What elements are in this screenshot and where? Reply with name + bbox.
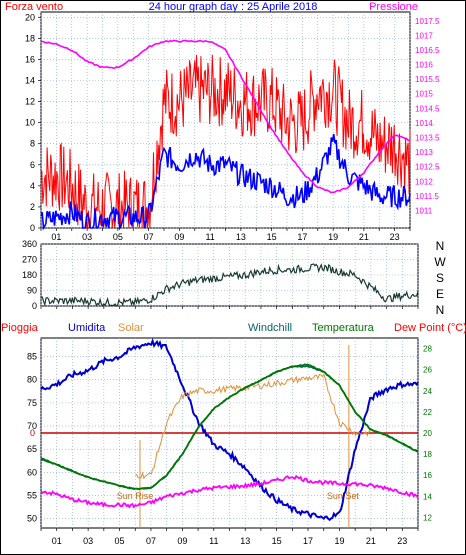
x-tick-label: 07: [144, 232, 154, 242]
x-tick-label: 09: [174, 232, 184, 242]
y-tick-label: 2: [30, 202, 35, 212]
y2-tick-label: 1014: [415, 119, 433, 128]
compass-label: N: [436, 303, 445, 317]
wind-axis-label: Forza vento: [5, 1, 63, 13]
y2-tick-label: 12: [423, 513, 432, 522]
compass-label: E: [436, 287, 444, 301]
y-tick-label: 0: [32, 301, 37, 311]
x-tick-label: 21: [359, 232, 369, 242]
x-tick-label: 19: [334, 536, 344, 546]
compass-label: W: [434, 255, 446, 269]
x-tick-label: 17: [303, 536, 313, 546]
y2-tick-label: 1016: [415, 61, 433, 70]
rain-zero-label: 0: [30, 428, 35, 438]
y2-tick-label: 1017: [415, 31, 433, 40]
sunrise-label: Sun Rise: [117, 491, 154, 501]
x-tick-label: 23: [390, 232, 400, 242]
series-dew-point-c-line: [40, 474, 419, 509]
x-tick-label: 03: [82, 232, 92, 242]
y-tick-label: 180: [22, 270, 37, 280]
y2-tick-label: 28: [423, 345, 432, 354]
y2-tick-label: 1012: [415, 177, 433, 186]
x-tick-label: 15: [267, 232, 277, 242]
series-umidita-line: [40, 337, 419, 522]
y2-tick-label: 1015: [415, 90, 433, 99]
y-tick-label: 85: [27, 352, 37, 362]
y-tick-label: 18: [25, 33, 35, 43]
legend-item: Dew Point (°C): [394, 322, 466, 334]
y2-tick-label: 1011: [415, 206, 433, 215]
pressure-line: [40, 39, 411, 194]
y2-tick-label: 1014.5: [415, 104, 440, 113]
pressure-axis-label: Pressione: [369, 1, 418, 13]
y-tick-label: 270: [22, 255, 37, 265]
y2-tick-label: 1013: [415, 148, 433, 157]
legend-item: Solar: [118, 322, 144, 334]
y-tick-label: 60: [27, 467, 37, 477]
y2-tick-label: 14: [423, 492, 432, 501]
x-tick-label: 15: [272, 536, 282, 546]
compass-label: N: [436, 239, 445, 253]
chart-title: 24 hour graph day : 25 Aprile 2018: [149, 1, 318, 13]
y2-tick-label: 16: [423, 471, 432, 480]
wind-direction-line: [40, 263, 419, 308]
wind-gust-line: [40, 54, 411, 230]
y-tick-label: 8: [30, 139, 35, 149]
y-tick-label: 70: [27, 421, 37, 431]
x-tick-label: 07: [146, 536, 156, 546]
y2-tick-label: 26: [423, 366, 432, 375]
y-tick-label: 16: [25, 54, 35, 64]
y2-tick-label: 18: [423, 450, 432, 459]
x-tick-label: 09: [177, 536, 187, 546]
y-tick-label: 4: [30, 181, 35, 191]
y-tick-label: 14: [25, 75, 35, 85]
y-tick-label: 12: [25, 97, 35, 107]
x-tick-label: 05: [115, 536, 125, 546]
compass-label: S: [436, 271, 444, 285]
y2-tick-label: 24: [423, 387, 432, 396]
y2-tick-label: 1011.5: [415, 192, 439, 201]
y-tick-label: 50: [27, 514, 37, 524]
legend-item: Temperatura: [312, 322, 375, 334]
y-tick-label: 0: [30, 223, 35, 233]
y2-tick-label: 1016.5: [415, 46, 440, 55]
x-tick-label: 23: [397, 536, 407, 546]
y2-tick-label: 1015.5: [415, 75, 440, 84]
legend-item: Umidita: [68, 322, 106, 334]
y2-tick-label: 20: [423, 429, 432, 438]
y2-tick-label: 22: [423, 408, 432, 417]
y-tick-label: 10: [25, 118, 35, 128]
legend-item: Pioggia: [1, 322, 39, 334]
x-tick-label: 01: [52, 536, 62, 546]
y-tick-label: 75: [27, 398, 37, 408]
x-tick-label: 21: [366, 536, 376, 546]
temperature-humidity-panel: Pioggia Umidita Solar Windchill Temperatura D…: [1, 322, 466, 546]
wind-pressure-panel: 0246810121416182010111011.510121012.5101…: [25, 11, 440, 242]
x-tick-label: 13: [236, 232, 246, 242]
legend-item: Windchill: [248, 322, 292, 334]
y-tick-label: 55: [27, 491, 37, 501]
x-tick-label: 01: [51, 232, 61, 242]
x-tick-label: 05: [113, 232, 123, 242]
y-tick-label: 360: [22, 239, 37, 249]
y-tick-label: 80: [27, 375, 37, 385]
y-tick-label: 6: [30, 160, 35, 170]
x-tick-label: 13: [240, 536, 250, 546]
y2-tick-label: 1017.5: [415, 17, 440, 26]
series-temperatura-line: [40, 363, 419, 491]
y-tick-label: 20: [25, 12, 35, 22]
x-tick-label: 11: [205, 232, 214, 242]
y-tick-label: 90: [27, 286, 37, 296]
y-tick-label: 65: [27, 444, 37, 454]
x-tick-label: 19: [328, 232, 338, 242]
wind-average-line: [40, 133, 411, 231]
x-tick-label: 03: [83, 536, 93, 546]
y2-tick-label: 1012.5: [415, 163, 440, 172]
x-tick-label: 17: [297, 232, 307, 242]
y2-tick-label: 1013.5: [415, 134, 440, 143]
x-tick-label: 11: [209, 536, 218, 546]
